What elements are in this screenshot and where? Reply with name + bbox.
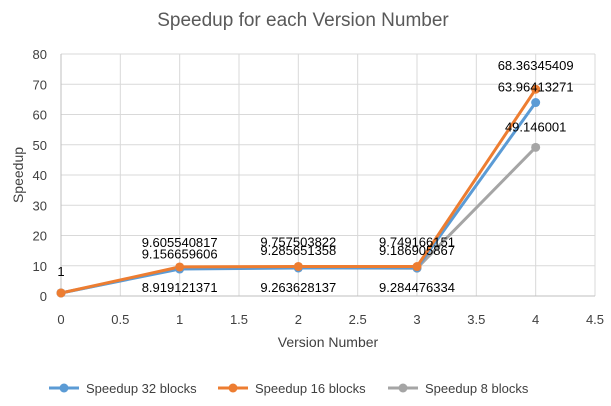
- data-label: 9.285651358: [260, 243, 336, 258]
- x-tick-label: 3: [413, 312, 420, 327]
- legend-item: Speedup 16 blocks: [218, 381, 366, 396]
- x-tick-label: 4.5: [586, 312, 604, 327]
- axes: [60, 54, 595, 297]
- chart-title: Speedup for each Version Number: [157, 10, 449, 31]
- x-tick-labels: 0 0.5 1 1.5 2 2.5 3 3.5 4 4.5: [57, 312, 604, 327]
- series-points: [56, 84, 541, 298]
- x-tick-label: 1.5: [230, 312, 248, 327]
- data-label: 68.36345409: [498, 58, 574, 73]
- y-tick-label: 30: [33, 198, 47, 213]
- y-tick-label: 40: [33, 168, 47, 183]
- legend: Speedup 32 blocks Speedup 16 blocks Speedu…: [49, 381, 529, 396]
- data-point: [531, 142, 541, 152]
- data-point: [56, 288, 66, 298]
- legend-label: Speedup 8 blocks: [425, 381, 529, 396]
- y-tick-label: 10: [33, 259, 47, 274]
- x-tick-label: 0.5: [111, 312, 129, 327]
- x-tick-label: 0: [57, 312, 64, 327]
- data-label: 9.263628137: [260, 280, 336, 295]
- y-tick-label: 20: [33, 229, 47, 244]
- y-axis-title: Speedup: [10, 147, 26, 203]
- data-label: 9.749166151: [379, 235, 455, 250]
- x-tick-label: 1: [176, 312, 183, 327]
- x-tick-label: 3.5: [467, 312, 485, 327]
- data-label: 9.156659606: [142, 246, 218, 261]
- data-label: 1: [57, 264, 64, 279]
- x-tick-label: 4: [532, 312, 539, 327]
- y-tick-label: 70: [33, 77, 47, 92]
- data-label: 63.96413271: [498, 80, 574, 95]
- data-point: [531, 98, 541, 108]
- legend-marker: [59, 383, 69, 393]
- legend-marker: [398, 383, 408, 393]
- y-tick-label: 60: [33, 108, 47, 123]
- y-tick-labels: 0 10 20 30 40 50 60 70 80: [33, 47, 47, 304]
- data-point: [293, 261, 303, 271]
- data-point: [175, 262, 185, 272]
- legend-item: Speedup 32 blocks: [49, 381, 197, 396]
- x-axis-title: Version Number: [278, 334, 379, 350]
- x-tick-label: 2.5: [349, 312, 367, 327]
- y-tick-label: 50: [33, 138, 47, 153]
- data-label: 9.186905867: [379, 243, 455, 258]
- y-tick-label: 80: [33, 47, 47, 62]
- data-label: 49.146001: [505, 119, 566, 134]
- x-tick-label: 2: [295, 312, 302, 327]
- legend-label: Speedup 32 blocks: [86, 381, 197, 396]
- grid: [61, 53, 596, 296]
- data-label: 9.757503822: [260, 234, 336, 249]
- y-tick-label: 0: [40, 289, 47, 304]
- legend-item: Speedup 8 blocks: [388, 381, 529, 396]
- data-point: [412, 262, 422, 272]
- legend-label: Speedup 16 blocks: [255, 381, 366, 396]
- data-labels: 1 8.919121371 9.263628137 9.284476334 63.964…: [57, 58, 573, 295]
- data-label: 8.919121371: [142, 280, 218, 295]
- data-label: 9.284476334: [379, 280, 455, 295]
- data-point: [531, 84, 541, 94]
- data-label: 9.605540817: [142, 235, 218, 250]
- legend-marker: [228, 383, 238, 393]
